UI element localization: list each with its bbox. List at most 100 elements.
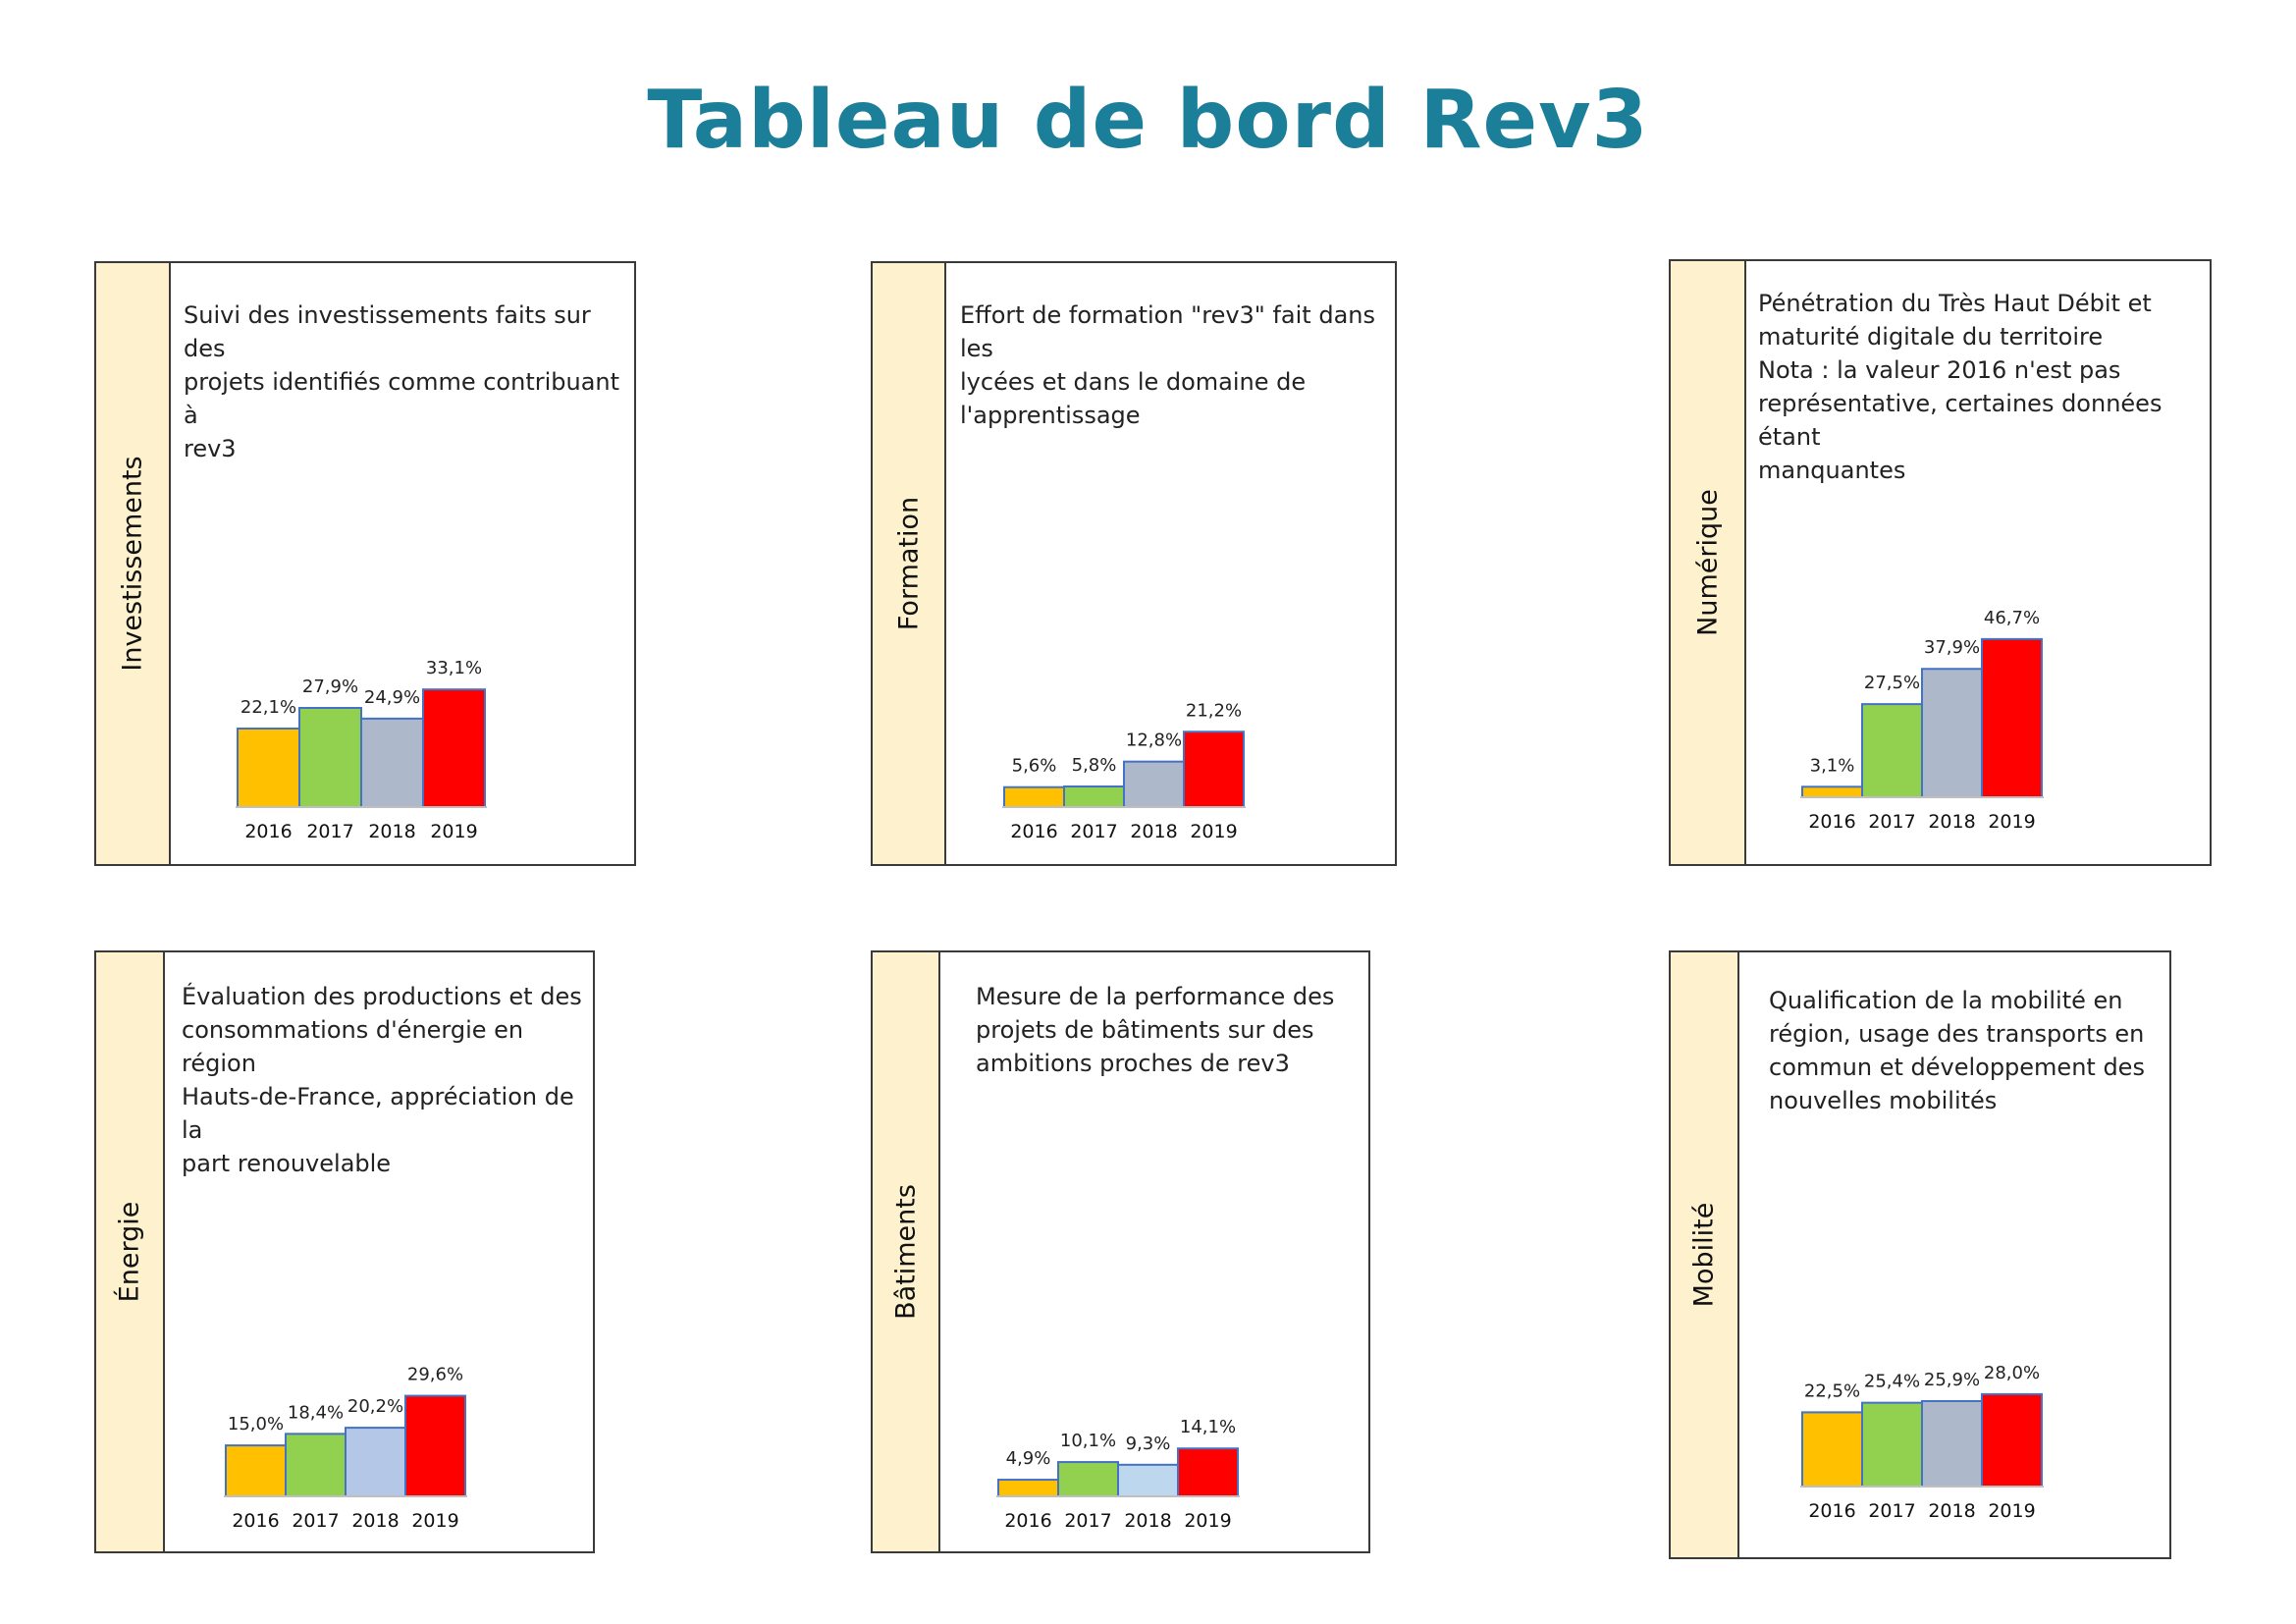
data-label: 37,9% xyxy=(1924,637,1980,658)
x-tick-label: 2019 xyxy=(1988,1500,2035,1522)
bar-2018 xyxy=(360,717,424,808)
description-line: lycées et dans le domaine de xyxy=(960,368,1307,396)
panel-side-band: Énergie xyxy=(96,952,165,1551)
x-tick-label: 2018 xyxy=(351,1510,399,1532)
data-label: 18,4% xyxy=(288,1402,344,1423)
panel-investissements: Investissements Suivi des investissement… xyxy=(94,261,636,866)
panel-side-label: Formation xyxy=(893,496,924,631)
data-label: 27,5% xyxy=(1864,673,1920,693)
panel-side-label: Numérique xyxy=(1692,489,1723,636)
batiments-bar-chart: 4,9% 2016 10,1% 2017 9,3% 2018 14,1% 2019 xyxy=(996,1417,1240,1532)
bar-2019 xyxy=(404,1394,466,1497)
description-line: Qualification de la mobilité en xyxy=(1769,987,2123,1014)
panel-side-label: Bâtiments xyxy=(890,1184,921,1320)
bar-2018 xyxy=(1921,1399,1983,1488)
panel-side-band: Numérique xyxy=(1671,261,1746,864)
data-label: 21,2% xyxy=(1186,700,1242,721)
data-label: 5,8% xyxy=(1072,755,1117,776)
data-label: 25,9% xyxy=(1924,1370,1980,1390)
bar-2016 xyxy=(1801,1411,1863,1488)
x-tick-label: 2016 xyxy=(1808,811,1855,833)
bar-2019 xyxy=(1981,637,2043,798)
description-line: Suivi des investissements faits sur des xyxy=(184,301,591,362)
panel-side-band: Mobilité xyxy=(1671,952,1739,1557)
page-title: Tableau de bord Rev3 xyxy=(647,74,1649,167)
x-tick-label: 2019 xyxy=(1190,821,1237,842)
data-label: 3,1% xyxy=(1810,755,1855,776)
description-line: part renouvelable xyxy=(182,1150,392,1177)
energie-bar-chart: 15,0% 2016 18,4% 2017 20,2% 2018 29,6% 2019 xyxy=(224,1365,467,1532)
formation-bar-chart: 5,6% 2016 5,8% 2017 12,8% 2018 21,2% 2019 xyxy=(1002,700,1246,842)
panel-description: Effort de formation "rev3" fait dans les… xyxy=(960,298,1392,432)
panel-side-band: Bâtiments xyxy=(873,952,940,1551)
x-tick-label: 2016 xyxy=(1808,1500,1855,1522)
bar-2017 xyxy=(1057,1461,1119,1497)
panel-description: Qualification de la mobilité en région, … xyxy=(1769,984,2166,1117)
x-tick-label: 2018 xyxy=(368,821,415,842)
description-line: l'apprentissage xyxy=(960,402,1141,429)
data-label: 28,0% xyxy=(1984,1363,2040,1383)
bar-2017 xyxy=(1861,703,1923,798)
description-line: ambitions proches de rev3 xyxy=(976,1050,1290,1077)
bar-2017 xyxy=(298,707,362,808)
x-tick-label: 2017 xyxy=(292,1510,339,1532)
x-tick-label: 2018 xyxy=(1124,1510,1171,1532)
panel-side-label: Investissements xyxy=(117,456,148,672)
description-line: Hauts-de-France, appréciation de la xyxy=(182,1083,574,1144)
bar-2016 xyxy=(997,1479,1059,1498)
bar-2018 xyxy=(345,1427,406,1497)
panel-side-label: Mobilité xyxy=(1688,1202,1720,1308)
data-label: 22,5% xyxy=(1804,1380,1860,1401)
data-label: 33,1% xyxy=(426,658,482,678)
data-label: 24,9% xyxy=(364,687,420,708)
bar-2017 xyxy=(285,1433,347,1497)
data-label: 46,7% xyxy=(1984,608,2040,628)
description-line: projets identifiés comme contribuant à xyxy=(184,368,620,429)
description-line: nouvelles mobilités xyxy=(1769,1087,1998,1114)
bar-2016 xyxy=(1801,785,1863,798)
x-tick-label: 2019 xyxy=(430,821,477,842)
description-line: Mesure de la performance des xyxy=(976,983,1335,1010)
x-tick-label: 2019 xyxy=(411,1510,458,1532)
description-line: représentative, certaines données étant xyxy=(1758,390,2163,451)
bar-2017 xyxy=(1063,785,1125,808)
bar-2019 xyxy=(422,688,486,808)
panel-description: Évaluation des productions et des consom… xyxy=(182,980,589,1180)
description-line: manquantes xyxy=(1758,457,1906,484)
x-tick-label: 2016 xyxy=(244,821,292,842)
data-label: 10,1% xyxy=(1060,1431,1116,1451)
description-line: Évaluation des productions et des xyxy=(182,983,582,1010)
description-line: maturité digitale du territoire xyxy=(1758,323,2104,351)
x-tick-label: 2017 xyxy=(1868,811,1915,833)
panel-mobilite: Mobilité Qualification de la mobilité en… xyxy=(1669,950,2171,1559)
panel-description: Suivi des investissements faits sur des … xyxy=(184,298,625,465)
description-line: Pénétration du Très Haut Débit et xyxy=(1758,290,2152,317)
description-line: Nota : la valeur 2016 n'est pas xyxy=(1758,356,2121,384)
description-line: commun et développement des xyxy=(1769,1054,2145,1081)
bar-2017 xyxy=(1861,1401,1923,1489)
bar-2016 xyxy=(225,1444,287,1498)
x-tick-label: 2018 xyxy=(1130,821,1177,842)
panel-numerique: Numérique Pénétration du Très Haut Débit… xyxy=(1669,259,2212,866)
panel-side-band: Formation xyxy=(873,263,946,864)
x-tick-label: 2017 xyxy=(306,821,353,842)
data-label: 25,4% xyxy=(1864,1372,1920,1392)
x-tick-label: 2016 xyxy=(1004,1510,1051,1532)
data-label: 27,9% xyxy=(302,677,358,697)
data-label: 22,1% xyxy=(240,697,296,718)
data-label: 5,6% xyxy=(1012,756,1057,777)
bar-2018 xyxy=(1123,760,1185,808)
panel-formation: Formation Effort de formation "rev3" fai… xyxy=(871,261,1397,866)
panel-side-band: Investissements xyxy=(96,263,171,864)
x-tick-label: 2016 xyxy=(1010,821,1057,842)
investissements-bar-chart: 22,1% 2016 27,9% 2017 24,9% 2018 33,1% 2019 xyxy=(236,658,487,842)
panel-batiments: Bâtiments Mesure de la performance des p… xyxy=(871,950,1370,1553)
description-line: rev3 xyxy=(184,435,237,462)
bar-2016 xyxy=(237,727,300,808)
data-label: 20,2% xyxy=(347,1396,403,1417)
numerique-bar-chart: 3,1% 2016 27,5% 2017 37,9% 2018 46,7% 2019 xyxy=(1800,608,2044,833)
data-label: 15,0% xyxy=(228,1414,284,1435)
x-tick-label: 2016 xyxy=(232,1510,279,1532)
bar-2016 xyxy=(1003,785,1065,808)
data-label: 14,1% xyxy=(1180,1417,1236,1437)
